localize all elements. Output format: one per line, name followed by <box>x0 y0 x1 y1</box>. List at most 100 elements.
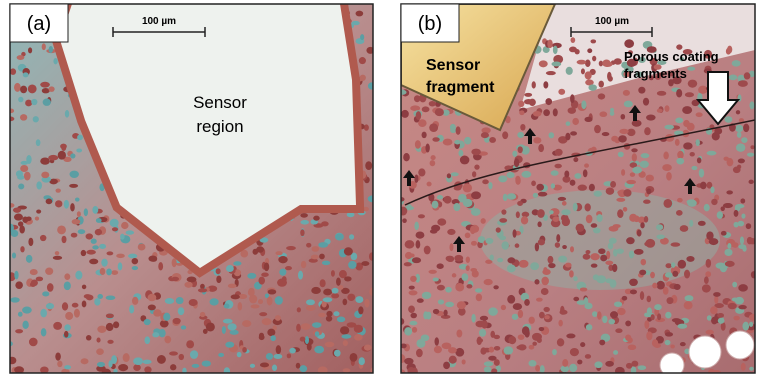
cell <box>479 329 486 337</box>
cell <box>451 172 459 176</box>
cell <box>680 342 686 346</box>
cell <box>450 124 456 131</box>
cell <box>289 348 296 354</box>
cell <box>286 246 296 250</box>
cell <box>424 246 431 255</box>
cell <box>721 231 727 236</box>
cell <box>148 294 157 301</box>
cell <box>597 214 603 222</box>
cell <box>640 161 649 168</box>
cell <box>57 361 62 367</box>
cell <box>557 338 564 346</box>
cell <box>144 319 151 325</box>
cell <box>433 309 439 314</box>
cell <box>216 276 221 283</box>
cell <box>237 352 242 357</box>
cell <box>187 277 197 283</box>
cell <box>471 191 481 199</box>
cell <box>202 361 211 367</box>
cell <box>282 276 287 282</box>
cell <box>514 158 519 167</box>
cell <box>78 229 86 234</box>
cell <box>490 331 495 338</box>
cell <box>657 313 661 320</box>
cell <box>683 120 690 127</box>
cell <box>40 82 50 88</box>
cell <box>99 244 106 249</box>
cell <box>600 255 607 262</box>
cell <box>31 99 37 105</box>
cell <box>594 361 602 368</box>
cell <box>344 276 351 281</box>
cell <box>524 299 530 306</box>
cell <box>132 266 138 270</box>
cell <box>616 198 625 202</box>
cell <box>584 163 589 167</box>
cell <box>64 324 70 331</box>
scale-bar-label: 100 µm <box>142 16 176 27</box>
cell <box>8 357 17 365</box>
cell <box>46 199 53 205</box>
cell <box>726 190 733 194</box>
cell <box>644 242 649 246</box>
cell <box>416 111 421 120</box>
cell <box>615 367 625 375</box>
cell <box>348 261 356 269</box>
cell <box>581 100 586 109</box>
cell <box>624 39 634 48</box>
cell <box>674 284 681 290</box>
cell <box>584 117 592 122</box>
cell <box>64 281 71 290</box>
cell <box>629 250 634 258</box>
cell <box>656 281 664 290</box>
cell <box>613 224 621 228</box>
cell <box>454 140 460 145</box>
cell <box>481 218 486 224</box>
cell <box>537 209 545 218</box>
cell <box>416 240 421 248</box>
cell <box>506 172 514 178</box>
cell <box>686 256 694 262</box>
cell <box>706 259 712 268</box>
cell <box>670 344 675 348</box>
cell <box>404 358 413 365</box>
cell <box>558 89 565 95</box>
cell <box>19 226 25 234</box>
cell <box>687 67 695 71</box>
cell <box>628 344 636 350</box>
cell <box>613 350 618 355</box>
cell <box>677 151 684 159</box>
cell <box>22 321 28 329</box>
cell <box>697 157 701 163</box>
cell <box>248 289 255 296</box>
cell <box>64 331 68 338</box>
cell <box>501 305 506 310</box>
cell <box>643 200 651 204</box>
cell <box>30 269 38 275</box>
cell <box>23 72 29 77</box>
cell <box>270 335 276 341</box>
cell <box>412 368 418 377</box>
cell <box>416 349 423 358</box>
cell <box>89 259 98 265</box>
cell <box>315 331 320 337</box>
cell <box>466 256 470 263</box>
cell <box>356 11 364 17</box>
figure: (a) 100 µm Sensor region (b) 100 µm Sens… <box>0 0 758 377</box>
cell <box>704 204 710 212</box>
cell <box>14 83 21 92</box>
cell <box>433 277 439 281</box>
cell <box>535 365 540 372</box>
cell <box>667 297 674 304</box>
cell <box>578 185 587 191</box>
cell <box>297 307 301 312</box>
cell <box>138 243 146 250</box>
cell <box>562 245 567 249</box>
cell <box>538 239 545 245</box>
cell <box>547 256 553 264</box>
cell <box>18 183 24 189</box>
cell <box>539 60 548 67</box>
cell <box>267 297 273 306</box>
cell <box>15 329 23 333</box>
cell <box>590 253 600 260</box>
